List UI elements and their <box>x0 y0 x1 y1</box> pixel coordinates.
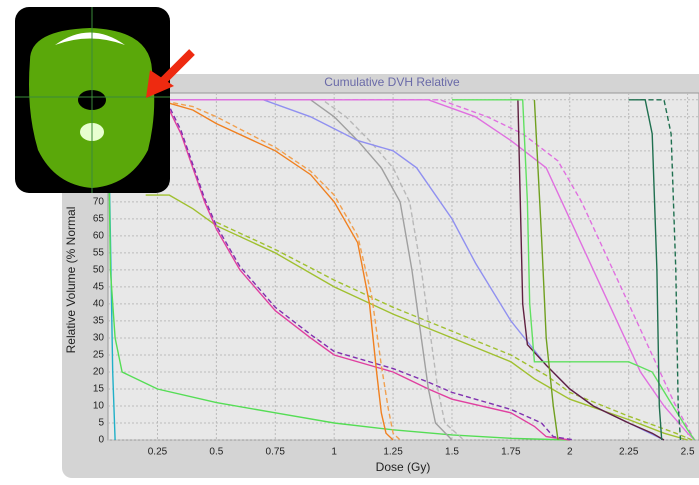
y-tick-label: 55 <box>93 248 105 259</box>
y-tick-label: 20 <box>93 367 105 378</box>
plot-area <box>108 93 699 440</box>
x-tick-label: 1.5 <box>445 447 459 458</box>
y-tick-label: 35 <box>93 316 105 327</box>
x-tick-label: 1.75 <box>501 447 521 458</box>
y-tick-label: 45 <box>93 282 105 293</box>
y-tick-label: 30 <box>93 333 105 344</box>
y-tick-label: 10 <box>93 401 105 412</box>
y-tick-label: 40 <box>93 299 105 310</box>
x-tick-label: 2.25 <box>619 447 639 458</box>
x-tick-label: 0.5 <box>209 447 223 458</box>
y-tick-label: 60 <box>93 231 105 242</box>
chart: Cumulative DVH Relative Dose (Gy) Relati… <box>0 0 699 480</box>
x-tick-label: 0.75 <box>266 447 286 458</box>
y-tick-label: 70 <box>93 197 105 208</box>
y-axis-label: Relative Volume (% Normal <box>64 207 78 354</box>
y-tick-label: 65 <box>93 214 105 225</box>
x-axis-label: Dose (Gy) <box>376 460 431 474</box>
y-tick-label: 5 <box>98 418 104 429</box>
y-tick-label: 0 <box>98 435 104 446</box>
inset-image <box>15 7 170 193</box>
x-tick-label: 2 <box>567 447 573 458</box>
y-tick-label: 25 <box>93 350 105 361</box>
chart-title: Cumulative DVH Relative <box>324 75 460 89</box>
x-tick-label: 1.25 <box>383 447 403 458</box>
x-tick-label: 1 <box>331 447 337 458</box>
x-tick-label: 0.25 <box>148 447 168 458</box>
y-tick-label: 15 <box>93 384 105 395</box>
x-tick-label: 2.5 <box>681 447 695 458</box>
y-tick-label: 50 <box>93 265 105 276</box>
